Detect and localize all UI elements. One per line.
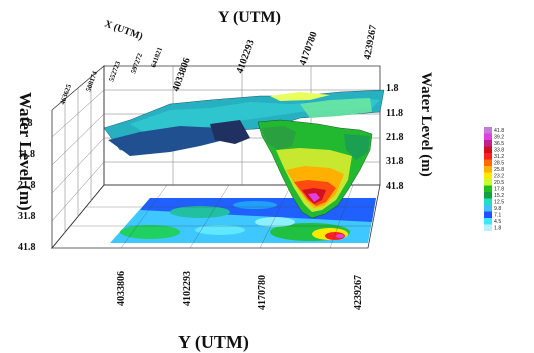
z-right-tick-4: 41.8 <box>386 181 404 192</box>
legend-label: 17.8 <box>494 187 504 193</box>
x-tick-4: 641821 <box>149 46 164 69</box>
y-axis-top-ticks: 4033806 4102293 4170780 4239267 <box>170 24 379 93</box>
y-top-tick-1: 4102293 <box>234 38 256 75</box>
y-top-tick-2: 4170780 <box>297 30 319 67</box>
legend-label: 9.8 <box>494 206 501 212</box>
legend-label: 12.5 <box>494 200 504 206</box>
z-left-tick-4: 41.8 <box>18 242 36 253</box>
legend-swatch <box>484 198 492 205</box>
y-top-tick-3: 4239267 <box>362 24 379 60</box>
legend-swatch <box>484 146 492 153</box>
z-left-tick-0: 1.8 <box>20 118 33 129</box>
legend-label: 25.8 <box>494 167 504 173</box>
legend-label: 7.1 <box>494 213 501 219</box>
y-axis-bottom-title: Y (UTM) <box>178 332 249 353</box>
z-left-ticks: 1.8 11.8 21.8 31.8 41.8 <box>18 118 36 253</box>
legend-label: 33.8 <box>494 148 504 154</box>
z-axis-right-title: Water Level (m) <box>418 72 434 177</box>
x-tick-1: 508174 <box>84 70 99 93</box>
legend-label: 28.5 <box>494 161 504 167</box>
legend-swatch <box>484 172 492 179</box>
legend-label: 23.2 <box>494 174 504 180</box>
x-tick-3: 597272 <box>129 52 144 75</box>
color-legend: 41.839.236.533.831.228.525.823.220.517.8… <box>484 127 504 232</box>
legend-swatch <box>484 185 492 192</box>
legend-swatch <box>484 153 492 160</box>
z-right-tick-1: 11.8 <box>386 108 403 119</box>
x-axis-title: X (UTM) <box>103 18 144 42</box>
legend-swatch <box>484 179 492 186</box>
legend-swatch <box>484 133 492 140</box>
legend-label: 41.8 <box>494 128 504 134</box>
z-left-tick-2: 21.8 <box>18 180 36 191</box>
x-axis-ticks: 463625 508174 552723 597272 641821 <box>58 46 164 106</box>
y-bottom-tick-2: 4170780 <box>257 275 268 310</box>
z-left-tick-1: 11.8 <box>18 149 35 160</box>
y-top-tick-0: 4033806 <box>170 56 192 93</box>
z-axis-left-title: Water Level (m) <box>16 92 35 211</box>
y-bottom-tick-0: 4033806 <box>116 271 127 306</box>
legend-label: 39.2 <box>494 135 504 141</box>
z-right-tick-0: 1.8 <box>386 83 399 94</box>
legend-label: 31.2 <box>494 154 504 160</box>
legend-label: 1.8 <box>494 226 501 232</box>
legend-swatch <box>484 127 492 134</box>
legend-swatch <box>484 140 492 147</box>
legend-swatch <box>484 211 492 218</box>
y-axis-bottom-ticks: 4033806 4102293 4170780 4239267 <box>116 271 364 310</box>
z-right-tick-2: 21.8 <box>386 132 404 143</box>
x-tick-2: 552723 <box>107 60 122 83</box>
legend-swatch <box>484 218 492 225</box>
legend-swatch <box>484 192 492 199</box>
y-bottom-tick-1: 4102293 <box>182 271 193 306</box>
y-bottom-tick-3: 4239267 <box>353 275 364 310</box>
legend-swatch <box>484 159 492 166</box>
water-level-surface <box>103 89 385 219</box>
legend-label: 36.5 <box>494 141 504 147</box>
left-wall-grid <box>51 77 105 233</box>
legend-swatch <box>484 166 492 173</box>
z-left-tick-3: 31.8 <box>18 211 36 222</box>
legend-label: 4.5 <box>494 219 501 225</box>
z-right-tick-3: 31.8 <box>386 156 404 167</box>
legend-swatch <box>484 224 492 231</box>
y-axis-top-title: Y (UTM) <box>218 9 281 26</box>
legend-label: 20.5 <box>494 180 504 186</box>
z-right-ticks: 1.8 11.8 21.8 31.8 41.8 <box>386 83 404 192</box>
plot-box <box>51 65 381 250</box>
legend-swatch <box>484 205 492 212</box>
legend-label: 15.2 <box>494 193 504 199</box>
